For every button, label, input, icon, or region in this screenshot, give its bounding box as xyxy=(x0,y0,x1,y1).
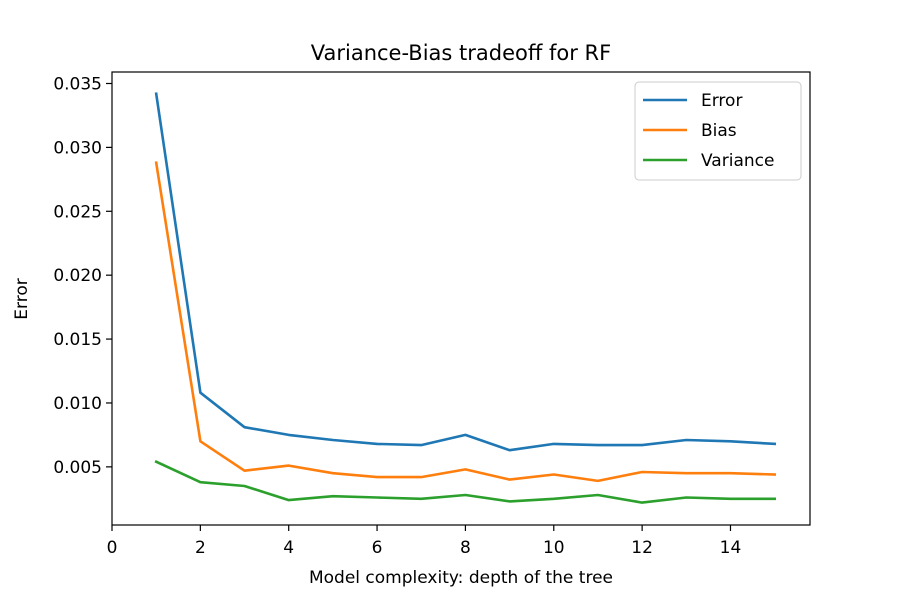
legend-label-error: Error xyxy=(701,91,742,111)
legend: Error Bias Variance xyxy=(634,81,802,181)
series-line-variance xyxy=(154,459,777,504)
x-tick-label: 2 xyxy=(195,538,206,558)
y-tick-label: 0.030 xyxy=(53,138,102,158)
series-line-bias xyxy=(154,161,777,483)
legend-label-bias: Bias xyxy=(701,121,737,141)
x-tick-label: 0 xyxy=(107,538,118,558)
x-axis: 0 2 4 6 8 10 12 14 xyxy=(107,525,742,558)
y-tick-label: 0.010 xyxy=(53,394,102,414)
x-tick-label: 10 xyxy=(543,538,565,558)
x-tick-label: 8 xyxy=(460,538,471,558)
y-tick-label: 0.025 xyxy=(53,202,102,222)
x-tick-label: 12 xyxy=(631,538,653,558)
y-tick-label: 0.015 xyxy=(53,330,102,350)
x-tick-label: 6 xyxy=(372,538,383,558)
x-tick-label: 14 xyxy=(720,538,742,558)
y-tick-label: 0.035 xyxy=(53,75,102,95)
series-line-error xyxy=(154,92,777,452)
y-tick-label: 0.005 xyxy=(53,458,102,478)
y-axis: 0.005 0.010 0.015 0.020 0.025 0.030 0.035 xyxy=(53,75,112,478)
y-axis-label: Error xyxy=(12,278,32,319)
plot-frame xyxy=(111,71,811,526)
x-axis-label: Model complexity: depth of the tree xyxy=(309,568,613,588)
x-tick-label: 4 xyxy=(283,538,294,558)
y-tick-label: 0.020 xyxy=(53,266,102,286)
chart-title: Variance-Bias tradeoff for RF xyxy=(311,41,611,65)
legend-label-variance: Variance xyxy=(701,151,774,171)
legend-box xyxy=(634,81,802,181)
series-layer xyxy=(154,92,777,504)
